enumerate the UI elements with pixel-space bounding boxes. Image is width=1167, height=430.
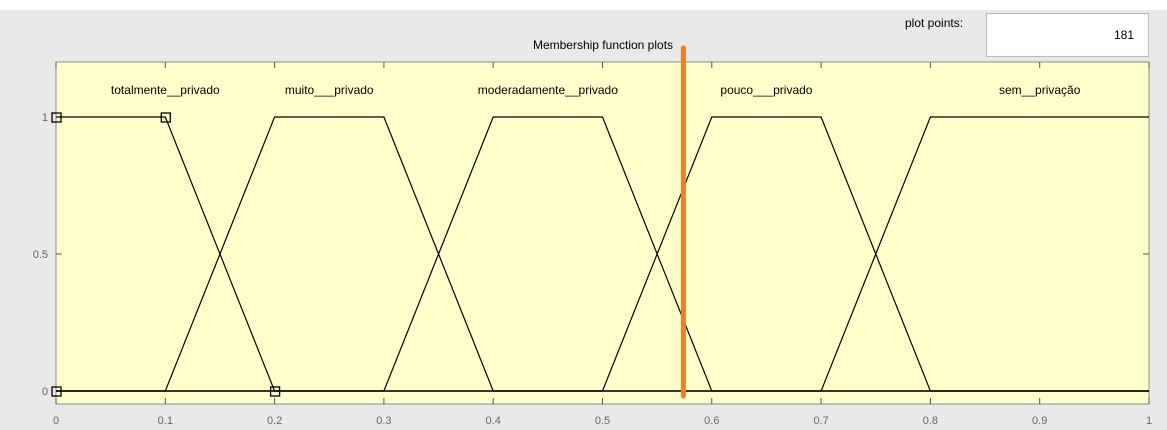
x-tick-label: 0.6 bbox=[704, 415, 719, 427]
membership-function-label: pouco___privado bbox=[720, 83, 812, 97]
x-tick-label: 0.9 bbox=[1032, 415, 1047, 427]
y-tick-label: 1 bbox=[42, 112, 48, 124]
window-top-edge bbox=[0, 0, 1167, 10]
vertex-marker bbox=[160, 112, 171, 123]
y-tick-label: 0 bbox=[42, 386, 48, 398]
vertex-marker bbox=[51, 386, 62, 397]
membership-curve bbox=[56, 116, 1149, 392]
vertex-marker bbox=[269, 386, 281, 397]
x-tick-label: 0.3 bbox=[376, 415, 391, 427]
plot-points-input[interactable] bbox=[986, 13, 1149, 57]
plot-title: Membership function plots bbox=[532, 38, 674, 52]
vertex-marker bbox=[51, 112, 62, 123]
membership-function-label: totalmente__privado bbox=[111, 83, 220, 97]
x-tick-label: 0 bbox=[53, 415, 59, 427]
x-tick-label: 0.8 bbox=[923, 415, 938, 427]
x-tick-label: 0.7 bbox=[813, 415, 828, 427]
y-tick-label: 0.5 bbox=[33, 249, 48, 261]
plot-area bbox=[55, 61, 1150, 405]
x-tick-label: 0.4 bbox=[486, 415, 501, 427]
membership-function-label: muito___privado bbox=[285, 83, 374, 97]
membership-function-label: sem__privação bbox=[999, 83, 1081, 97]
x-tick-label: 0.5 bbox=[595, 415, 610, 427]
x-tick-label: 0.2 bbox=[267, 415, 282, 427]
x-tick-label: 0.1 bbox=[158, 415, 173, 427]
membership-function-label: moderadamente__privado bbox=[478, 83, 618, 97]
x-tick-label: 1 bbox=[1146, 415, 1152, 427]
plot-points-label: plot points: bbox=[905, 16, 964, 30]
